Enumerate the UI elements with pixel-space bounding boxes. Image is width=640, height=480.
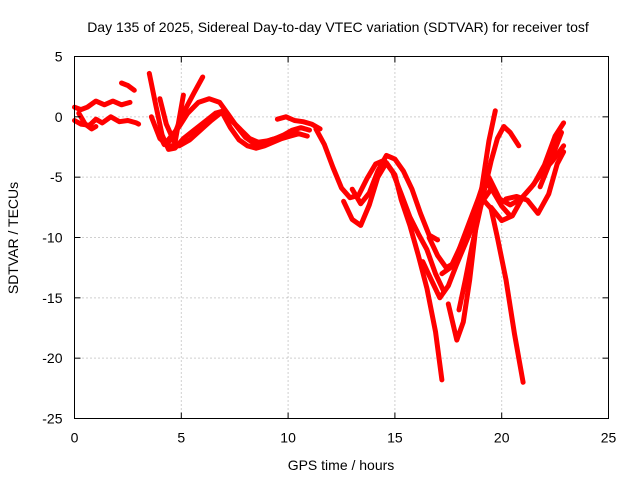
series-track-7 xyxy=(163,96,300,148)
y-tick-label: -10 xyxy=(42,230,62,246)
y-tick-label: -5 xyxy=(50,169,63,185)
x-tick-label: 0 xyxy=(71,430,79,446)
y-axis-label: SDTVAR / TECUs xyxy=(5,182,21,294)
series-track-4 xyxy=(119,80,137,93)
series-track-1 xyxy=(72,98,133,113)
x-tick-label: 20 xyxy=(494,430,510,446)
y-tick-label: 5 xyxy=(55,49,63,65)
x-axis-label: GPS time / hours xyxy=(288,457,395,473)
series-track-10 xyxy=(274,114,323,132)
y-tick-label: -20 xyxy=(42,350,62,366)
y-tick-label: -25 xyxy=(42,411,62,427)
series-track-21 xyxy=(503,149,567,216)
y-tick-label: -15 xyxy=(42,290,62,306)
series-track-3 xyxy=(76,110,99,132)
axis-tick-labels: 0 5 10 15 20 25 -25 -20 -15 -10 -5 0 5 xyxy=(42,49,616,446)
series-track-12 xyxy=(341,160,445,383)
series-track-20 xyxy=(488,120,567,224)
series-track-9 xyxy=(157,92,186,146)
x-tick-label: 5 xyxy=(177,430,185,446)
series-track-22 xyxy=(537,130,564,190)
x-tick-label: 15 xyxy=(387,430,403,446)
chart-title: Day 135 of 2025, Sidereal Day-to-day VTE… xyxy=(87,19,589,35)
axis-ticks xyxy=(74,56,609,419)
series-track-13 xyxy=(349,152,441,243)
x-tick-label: 10 xyxy=(280,430,296,446)
y-tick-label: 0 xyxy=(55,109,63,125)
x-tick-label: 25 xyxy=(601,430,617,446)
data-series-group xyxy=(72,70,567,385)
